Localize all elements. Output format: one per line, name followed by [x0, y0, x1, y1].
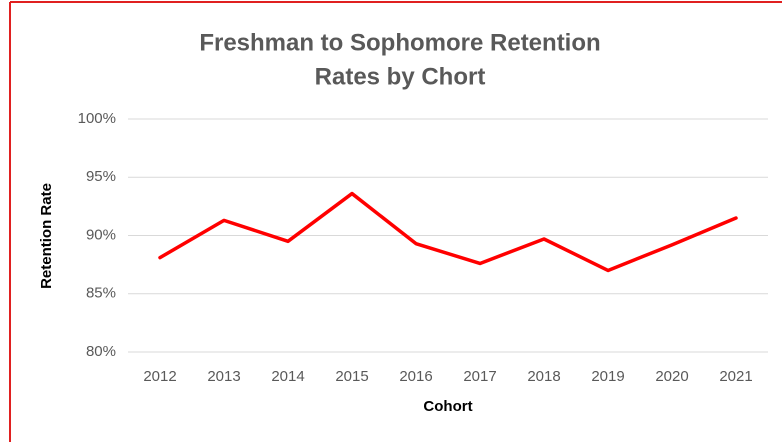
x-tick-label: 2013	[207, 368, 240, 385]
x-tick-label: 2018	[527, 368, 560, 385]
y-tick-label: 100%	[78, 110, 116, 127]
x-tick-label: 2012	[143, 368, 176, 385]
series-line	[158, 191, 738, 273]
chart-title: Rates by Chort	[315, 63, 486, 90]
chart-title: Freshman to Sophomore Retention	[199, 29, 600, 56]
x-tick-label: 2014	[271, 368, 304, 385]
x-tick-label: 2016	[399, 368, 432, 385]
y-axis-title: Retention Rate	[38, 183, 55, 289]
y-tick-label: 90%	[86, 226, 116, 243]
x-tick-label: 2015	[335, 368, 368, 385]
y-tick-label: 85%	[86, 285, 116, 302]
x-tick-label: 2017	[463, 368, 496, 385]
y-tick-label: 80%	[86, 343, 116, 360]
x-tick-label: 2021	[719, 368, 752, 385]
y-tick-label: 95%	[86, 168, 116, 185]
x-axis-title: Cohort	[423, 398, 472, 415]
x-tick-label: 2019	[591, 368, 624, 385]
x-tick-label: 2020	[655, 368, 688, 385]
